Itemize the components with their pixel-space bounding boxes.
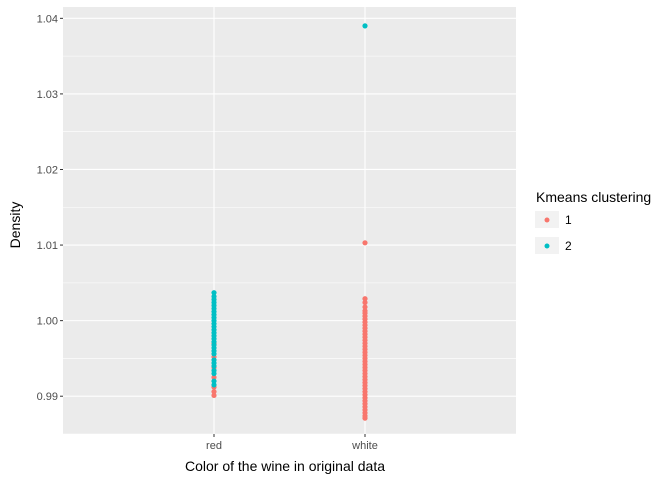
y-axis: 0.99 1.00 1.01 1.02 1.03 1.04 <box>37 13 63 403</box>
point-cluster-2 <box>211 351 217 357</box>
minor-gridlines <box>63 55 516 435</box>
y-axis-title: Density <box>7 202 23 249</box>
y-tick-label: 0.99 <box>37 391 58 403</box>
point-cluster-1 <box>362 296 368 302</box>
point-cluster-2 <box>211 290 217 296</box>
point-cluster-1 <box>211 389 217 395</box>
legend-title: Kmeans clustering <box>536 189 651 205</box>
legend-label-1: 1 <box>565 213 572 227</box>
x-tick-label-white: white <box>351 440 378 452</box>
point-cluster-1 <box>362 304 368 310</box>
y-tick-label: 1.01 <box>37 240 58 252</box>
y-tick-label: 1.00 <box>37 316 58 328</box>
point-cluster-2 <box>362 23 368 29</box>
legend-key-1-dot <box>544 217 550 223</box>
point-cluster-2 <box>211 370 217 377</box>
point-cluster-1 <box>362 299 368 306</box>
y-tick-label: 1.04 <box>37 13 58 25</box>
y-tick-label: 1.03 <box>37 89 58 101</box>
point-cluster-2 <box>211 363 217 369</box>
legend-label-2: 2 <box>565 239 572 253</box>
point-cluster-1 <box>211 392 217 399</box>
legend: Kmeans clustering 1 2 <box>535 189 651 254</box>
y-tick-label: 1.02 <box>37 164 58 176</box>
point-cluster-2 <box>211 378 217 384</box>
x-axis-title: Color of the wine in original data <box>185 458 385 474</box>
x-tick-label-red: red <box>206 440 222 452</box>
point-cluster-1 <box>362 415 368 421</box>
plot-panel <box>63 7 516 434</box>
point-cluster-1 <box>211 374 217 380</box>
data-points <box>211 23 368 421</box>
x-axis: red white <box>206 434 378 452</box>
point-cluster-1 <box>362 240 368 246</box>
point-cluster-2 <box>211 382 217 388</box>
legend-key-2-dot <box>544 243 550 249</box>
